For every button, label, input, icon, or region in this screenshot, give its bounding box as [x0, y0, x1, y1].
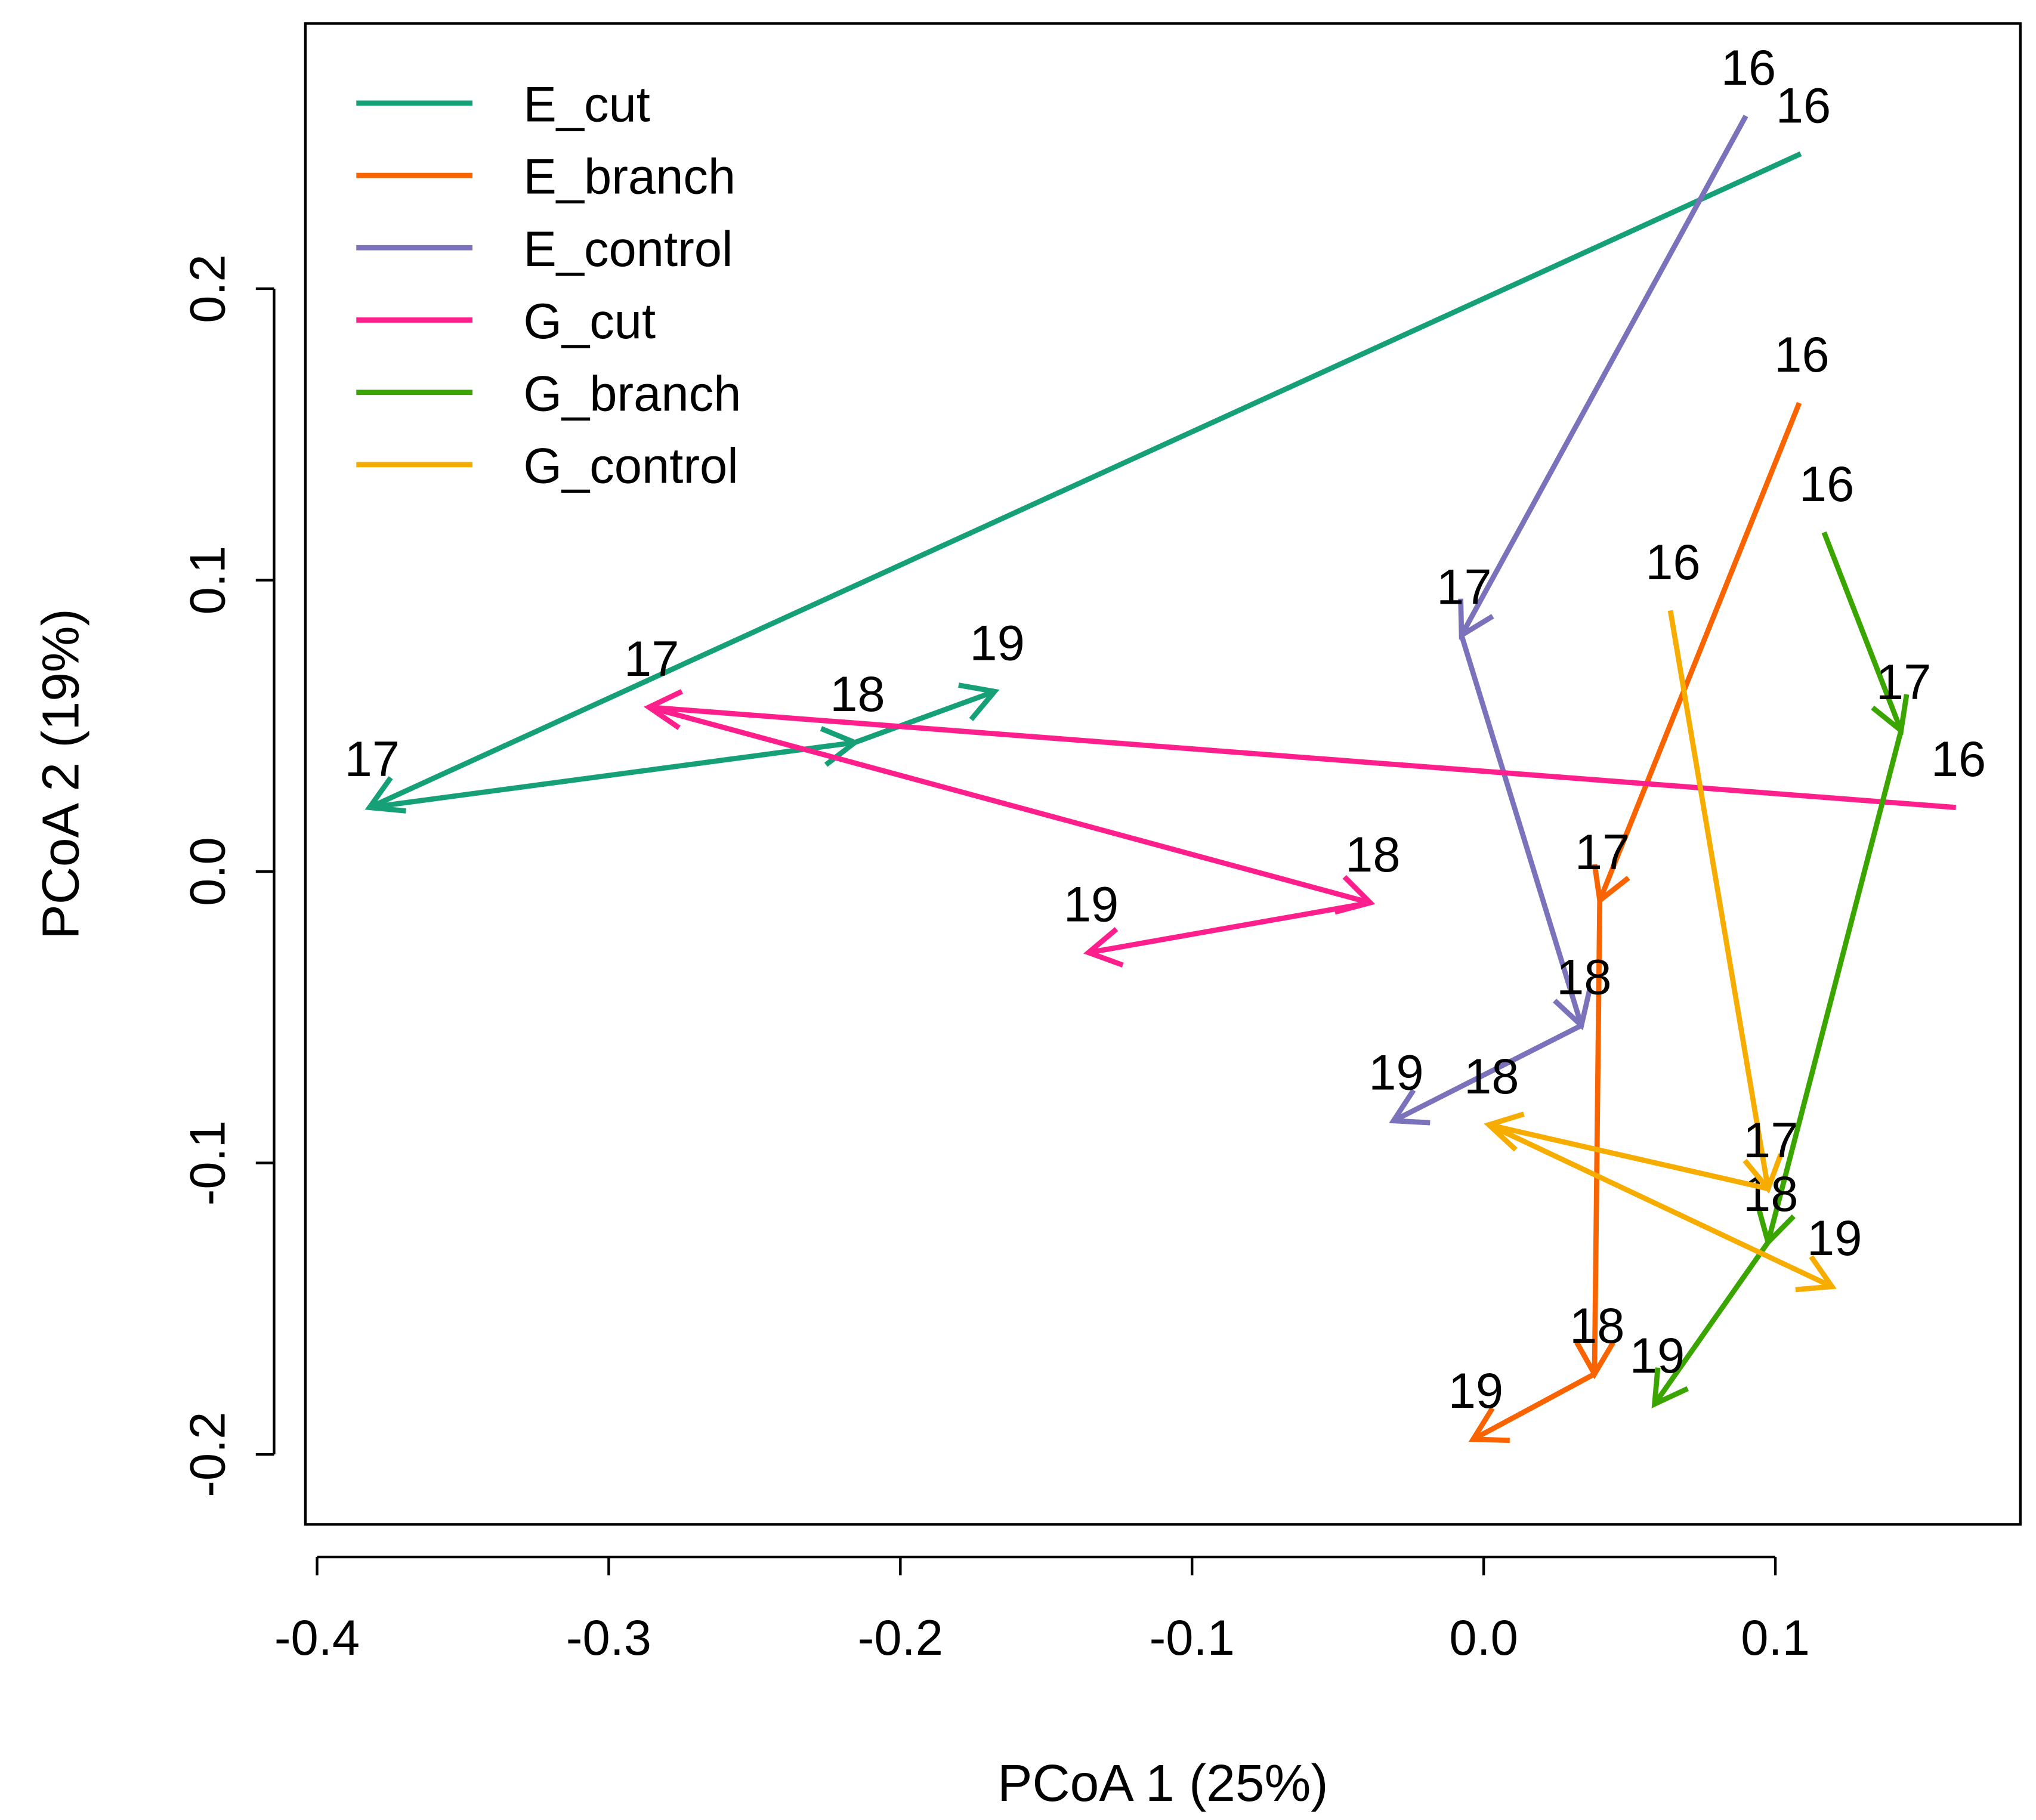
- arrow-head: [1389, 1089, 1431, 1126]
- point-label: 17: [345, 731, 400, 787]
- arrow-segment: [369, 740, 855, 810]
- point-label: 16: [1799, 456, 1854, 512]
- series-e-control: 16 17 18 19: [1368, 40, 1776, 1126]
- y-tick-label: -0.1: [180, 1120, 235, 1206]
- point-label: 19: [1064, 876, 1119, 932]
- point-label: 16: [1721, 40, 1776, 95]
- y-axis-label: PCoA 2 (19%): [31, 608, 89, 939]
- y-tick-label: -0.2: [180, 1412, 235, 1497]
- arrow-segment: [1652, 1240, 1771, 1406]
- point-label: 17: [1575, 824, 1630, 880]
- legend-label: E_branch: [523, 149, 736, 205]
- x-tick-label: 0.1: [1741, 1610, 1810, 1665]
- legend: E_cut E_branch E_control G_cut G_branch G_con…: [356, 77, 741, 494]
- arrow-segment: [1821, 531, 1904, 732]
- series-e-cut: 16 17 18 19: [345, 78, 1831, 814]
- arrow-segment: [1765, 730, 1904, 1243]
- y-tick-label: 0.2: [180, 254, 235, 323]
- point-label: 16: [1645, 534, 1700, 590]
- x-tick-label: -0.3: [566, 1610, 651, 1665]
- point-label: 19: [1630, 1328, 1685, 1383]
- y-axis: -0.2 -0.1 0.0 0.1 0.2: [180, 254, 276, 1497]
- point-label: 18: [1464, 1049, 1519, 1104]
- point-label: 17: [624, 631, 679, 687]
- arrow-segment: [1087, 900, 1371, 956]
- legend-label: E_cut: [523, 77, 650, 132]
- series-g-control: 16 17 18 19: [1464, 534, 1862, 1293]
- x-tick-label: -0.2: [858, 1610, 943, 1665]
- y-tick-label: 0.0: [180, 837, 235, 906]
- arrow-segment: [1488, 1122, 1769, 1191]
- point-label: 17: [1876, 654, 1931, 710]
- arrow-segment: [1459, 634, 1584, 1027]
- series-group: 1617181916171819161718191617181916171819…: [345, 40, 1986, 1443]
- arrow-segment: [1459, 115, 1748, 636]
- arrow-segment: [648, 704, 1371, 906]
- point-label: 19: [1368, 1045, 1423, 1100]
- arrow-head: [1795, 1254, 1837, 1293]
- legend-label: G_branch: [523, 366, 741, 421]
- point-label: 17: [1436, 559, 1491, 614]
- y-tick-label: 0.1: [180, 546, 235, 615]
- point-label: 19: [1807, 1210, 1862, 1266]
- x-axis: -0.4 -0.3 -0.2 -0.1 0.0 0.1: [274, 1555, 1810, 1665]
- arrow-segment: [1597, 401, 1802, 902]
- point-label: 16: [1931, 731, 1986, 787]
- point-label: 19: [969, 616, 1024, 671]
- arrow-head: [1756, 1206, 1796, 1247]
- x-tick-label: 0.0: [1449, 1610, 1518, 1665]
- point-label: 18: [830, 666, 885, 722]
- plot-frame: [304, 22, 2022, 1526]
- arrow-segment: [648, 704, 1957, 810]
- point-label: 18: [1570, 1298, 1624, 1354]
- arrow-segment: [368, 151, 1802, 810]
- arrow-head: [958, 682, 1000, 721]
- x-tick-label: -0.4: [274, 1610, 360, 1665]
- arrow-head: [1468, 1407, 1510, 1443]
- arrow-segment: [1667, 610, 1771, 1189]
- arrow-segment: [1472, 1371, 1596, 1442]
- x-tick-label: -0.1: [1150, 1610, 1235, 1665]
- legend-label: G_control: [523, 438, 738, 494]
- legend-label: E_control: [523, 221, 733, 277]
- arrow-segment: [1392, 1023, 1583, 1123]
- x-axis-label: PCoA 1 (25%): [997, 1754, 1328, 1812]
- point-label: 18: [1345, 827, 1400, 882]
- point-label: 16: [1774, 327, 1829, 382]
- arrow-segment: [854, 689, 996, 745]
- arrow-head: [1651, 1367, 1689, 1408]
- point-label: 17: [1743, 1113, 1798, 1168]
- arrow-segment: [1592, 900, 1603, 1374]
- point-label: 16: [1776, 78, 1831, 133]
- point-label: 19: [1448, 1363, 1503, 1419]
- arrow-head: [1083, 927, 1124, 968]
- arrow-segment: [1488, 1122, 1833, 1289]
- point-label: 18: [1556, 950, 1611, 1005]
- legend-label: G_cut: [523, 293, 656, 349]
